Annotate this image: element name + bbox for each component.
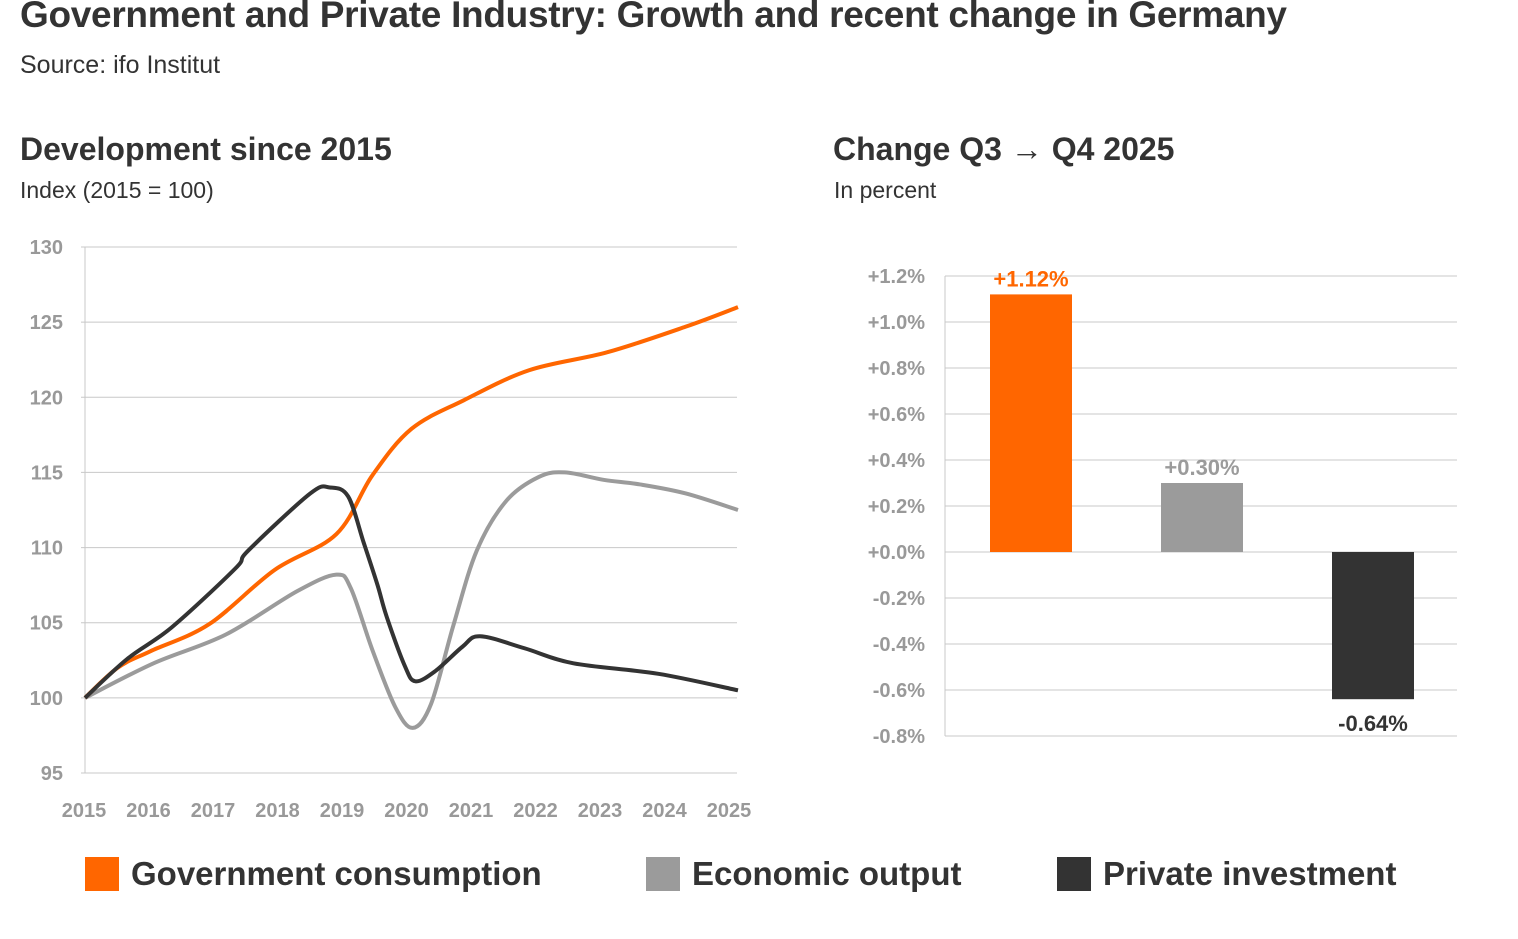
y-tick-label: +0.0% — [868, 542, 925, 564]
legend-swatch-government — [85, 857, 119, 891]
bar-data-label: +1.12% — [993, 266, 1068, 291]
y-tick-label: +0.4% — [868, 450, 925, 472]
page-title: Government and Private Industry: Growth … — [20, 0, 1287, 35]
x-tick-label: 2024 — [642, 800, 687, 822]
line-chart-title: Development since 2015 — [20, 131, 392, 167]
legend-label: Private investment — [1103, 855, 1397, 892]
line-series-private-investment — [83, 484, 739, 700]
x-tick-label: 2020 — [384, 800, 429, 822]
legend-swatch-economic — [646, 857, 680, 891]
bar-data-label: +0.30% — [1164, 455, 1239, 480]
y-tick-label: +0.6% — [868, 404, 925, 426]
y-tick-label: -0.8% — [873, 726, 925, 748]
line-series-government-consumption — [83, 305, 739, 700]
x-tick-label: 2017 — [191, 800, 236, 822]
y-tick-label: 95 — [41, 763, 63, 785]
y-tick-label: -0.6% — [873, 680, 925, 702]
source-note: Source: ifo Institut — [20, 51, 221, 79]
y-tick-label: +1.2% — [868, 266, 925, 288]
y-tick-label: 115 — [31, 462, 63, 484]
bar-chart-title: Change Q3 → Q4 2025 — [833, 131, 1175, 167]
y-tick-label: 125 — [30, 312, 63, 334]
y-tick-label: +1.0% — [868, 312, 925, 334]
line-series-economic-output — [84, 470, 739, 730]
legend-label: Economic output — [692, 855, 962, 892]
x-tick-label: 2016 — [126, 800, 171, 822]
legend-label: Government consumption — [131, 855, 542, 892]
x-tick-label: 2022 — [513, 800, 558, 822]
y-tick-label: 105 — [30, 613, 63, 635]
legend-item-private: Private investment — [1057, 855, 1396, 893]
line-chart-subtitle: Index (2015 = 100) — [20, 177, 214, 203]
bar-private-investment — [1332, 552, 1414, 700]
y-tick-label: +0.2% — [868, 496, 925, 518]
bar-government-consumption — [990, 294, 1072, 552]
y-tick-label: 110 — [31, 538, 63, 560]
bar-chart-subtitle: In percent — [834, 177, 937, 203]
x-tick-label: 2019 — [320, 800, 365, 822]
y-tick-label: +0.8% — [868, 358, 925, 380]
x-tick-label: 2018 — [255, 800, 300, 822]
x-tick-label: 2015 — [62, 800, 107, 822]
y-tick-label: -0.4% — [873, 634, 925, 656]
legend-item-economic: Economic output — [646, 855, 961, 893]
bar-economic-output — [1161, 483, 1243, 552]
y-tick-label: 100 — [30, 688, 63, 710]
x-tick-label: 2023 — [578, 800, 623, 822]
x-tick-label: 2025 — [707, 800, 752, 822]
legend-swatch-private — [1057, 857, 1091, 891]
y-tick-label: 130 — [30, 237, 63, 259]
bar-data-label: -0.64% — [1338, 711, 1408, 736]
y-tick-label: -0.2% — [873, 588, 925, 610]
x-tick-label: 2021 — [449, 800, 494, 822]
legend-item-government: Government consumption — [85, 855, 542, 893]
y-tick-label: 120 — [30, 387, 63, 409]
